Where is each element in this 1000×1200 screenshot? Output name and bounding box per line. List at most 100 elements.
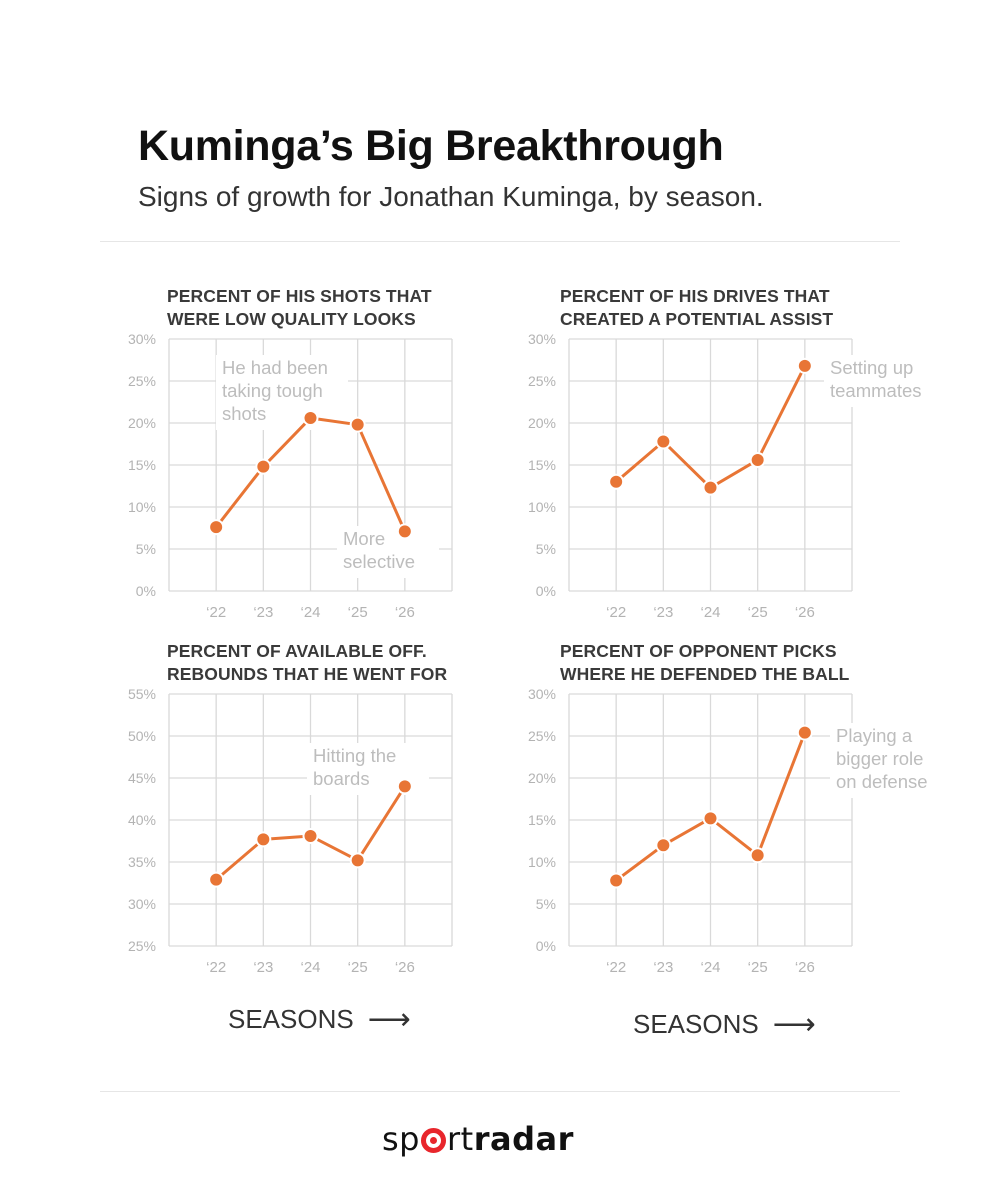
chart-3-title-line2: REBOUNDS THAT HE WENT FOR (167, 664, 448, 684)
data-point (796, 357, 813, 374)
data-point (655, 433, 672, 450)
x-tick-label: ‘23 (253, 604, 273, 621)
data-point (255, 831, 272, 848)
logo-part-radar: radar (473, 1120, 574, 1158)
chart-2-title: PERCENT OF HIS DRIVES THAT CREATED A POT… (560, 285, 833, 331)
data-point (255, 458, 272, 475)
y-tick-label: 25% (528, 728, 556, 744)
x-tick-label: ‘22 (206, 959, 226, 976)
annotation-text: Setting up (830, 357, 913, 378)
data-point (302, 827, 319, 844)
data-point (396, 523, 413, 540)
x-tick-label: ‘26 (395, 959, 415, 976)
annotation-background (216, 355, 348, 430)
chart-4-title-line2: WHERE HE DEFENDED THE BALL (560, 664, 850, 684)
chart-1-title-line1: PERCENT OF HIS SHOTS THAT (167, 286, 432, 306)
y-tick-label: 25% (528, 373, 556, 389)
data-point (396, 778, 413, 795)
y-tick-label: 10% (528, 854, 556, 870)
y-tick-label: 20% (528, 415, 556, 431)
x-tick-label: ‘24 (700, 604, 720, 621)
right-arrow-icon: ⟶ (367, 1002, 411, 1036)
x-tick-label: ‘25 (348, 959, 368, 976)
seasons-text-right: SEASONS (633, 1009, 759, 1039)
y-tick-label: 5% (136, 541, 156, 557)
y-tick-label: 15% (528, 812, 556, 828)
annotation-text: bigger role (836, 748, 923, 769)
annotation-text: He had been (222, 357, 328, 378)
x-tick-label: ‘22 (206, 604, 226, 621)
seasons-label-left: SEASONS ⟶ (228, 1004, 411, 1035)
data-point (608, 872, 625, 889)
x-tick-label: ‘24 (700, 959, 720, 976)
logo-o-icon (420, 1128, 446, 1153)
y-tick-label: 20% (528, 770, 556, 786)
chart-1-title: PERCENT OF HIS SHOTS THAT WERE LOW QUALI… (167, 285, 432, 331)
logo-part-rt: rt (446, 1120, 474, 1158)
chart-3-title: PERCENT OF AVAILABLE OFF. REBOUNDS THAT … (167, 640, 447, 686)
x-tick-label: ‘25 (748, 959, 768, 976)
y-tick-label: 25% (128, 938, 156, 954)
chart-4-title: PERCENT OF OPPONENT PICKS WHERE HE DEFEN… (560, 640, 849, 686)
data-point (655, 837, 672, 854)
data-point (302, 409, 319, 426)
x-tick-label: ‘22 (606, 604, 626, 621)
y-tick-label: 15% (128, 457, 156, 473)
x-tick-label: ‘24 (300, 959, 320, 976)
sportradar-logo: sp rtradar (382, 1120, 574, 1158)
y-tick-label: 0% (536, 938, 556, 954)
x-tick-label: ‘26 (795, 604, 815, 621)
annotation-text: teammates (830, 380, 922, 401)
seasons-label-right: SEASONS ⟶ (633, 1009, 816, 1040)
chart-4-title-line1: PERCENT OF OPPONENT PICKS (560, 641, 837, 661)
x-tick-label: ‘23 (653, 604, 673, 621)
page-subtitle: Signs of growth for Jonathan Kuminga, by… (138, 181, 764, 212)
x-tick-label: ‘26 (395, 604, 415, 621)
y-tick-label: 30% (528, 686, 556, 702)
right-arrow-icon: ⟶ (772, 1007, 816, 1041)
data-point (749, 847, 766, 864)
top-divider (100, 241, 900, 242)
chart-2-title-line1: PERCENT OF HIS DRIVES THAT (560, 286, 830, 306)
y-tick-label: 50% (128, 728, 156, 744)
annotation-text: Hitting the (313, 745, 396, 766)
y-tick-label: 30% (128, 331, 156, 347)
annotation-text: shots (222, 403, 266, 424)
data-point (208, 519, 225, 536)
logo-part-sp: sp (382, 1120, 420, 1158)
annotation-background (830, 723, 952, 798)
data-point (608, 473, 625, 490)
y-tick-label: 20% (128, 415, 156, 431)
page-title: Kuminga’s Big Breakthrough (138, 122, 724, 170)
x-tick-label: ‘24 (300, 604, 320, 621)
annotation-text: taking tough (222, 380, 323, 401)
y-tick-label: 40% (128, 812, 156, 828)
x-tick-label: ‘23 (253, 959, 273, 976)
x-tick-label: ‘25 (348, 604, 368, 621)
data-point (702, 479, 719, 496)
data-point (702, 810, 719, 827)
y-tick-label: 30% (528, 331, 556, 347)
annotation-background (824, 355, 936, 407)
annotation-text: selective (343, 551, 415, 572)
data-point (749, 451, 766, 468)
bottom-divider (100, 1091, 900, 1092)
x-tick-label: ‘26 (795, 959, 815, 976)
chart-1-title-line2: WERE LOW QUALITY LOOKS (167, 309, 416, 329)
y-tick-label: 25% (128, 373, 156, 389)
x-tick-label: ‘22 (606, 959, 626, 976)
annotation-background (337, 526, 439, 578)
x-tick-label: ‘23 (653, 959, 673, 976)
x-tick-label: ‘25 (748, 604, 768, 621)
y-tick-label: 5% (536, 896, 556, 912)
seasons-text-left: SEASONS (228, 1004, 354, 1034)
annotation-text: boards (313, 768, 370, 789)
chart-2-title-line2: CREATED A POTENTIAL ASSIST (560, 309, 834, 329)
y-tick-label: 5% (536, 541, 556, 557)
data-point (349, 852, 366, 869)
data-point (349, 416, 366, 433)
y-tick-label: 30% (128, 896, 156, 912)
chart-3-title-line1: PERCENT OF AVAILABLE OFF. (167, 641, 427, 661)
annotation-text: on defense (836, 771, 928, 792)
